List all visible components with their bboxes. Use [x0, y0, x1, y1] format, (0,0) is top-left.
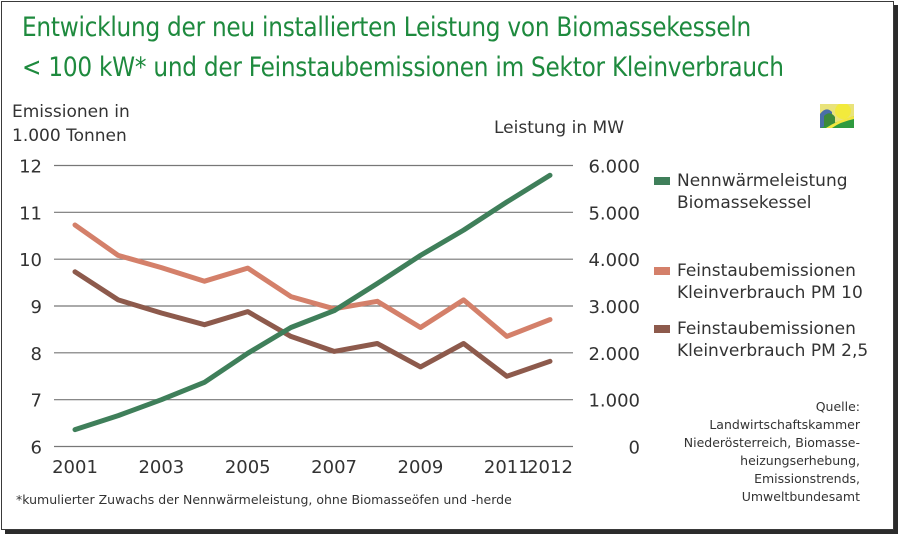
- right-axis-tick-label: 6.000: [588, 157, 640, 178]
- left-axis-tick-label: 8: [31, 344, 42, 365]
- legend-label: Feinstaubemissionen Kleinverbrauch PM 2,…: [677, 319, 869, 361]
- left-axis-tick-label: 11: [19, 203, 42, 224]
- legend-swatch-brown: [654, 325, 670, 333]
- x-axis-tick-label: 2003: [138, 457, 184, 478]
- right-axis-tick-label: 2.000: [588, 344, 640, 365]
- legend-swatch-orange: [654, 267, 670, 275]
- right-axis-tick-label: 0: [629, 438, 640, 459]
- landscape-logo-icon: [820, 104, 854, 128]
- right-axis-tick-label: 4.000: [588, 250, 640, 271]
- x-axis-tick-label: 2011: [484, 457, 530, 478]
- x-axis-tick-label: 2007: [311, 457, 357, 478]
- chart-title: Entwicklung der neu installierten Leistu…: [22, 8, 784, 88]
- x-axis-tick-label: 2005: [225, 457, 271, 478]
- left-axis-tick-label: 7: [31, 391, 42, 412]
- chart-title-line-2: < 100 kW* und der Feinstaubemissionen im…: [22, 52, 784, 83]
- legend-label: Feinstaubemissionen Kleinverbrauch PM 10: [677, 261, 863, 303]
- x-axis-tick-label: 2012: [527, 457, 573, 478]
- right-axis-title: Leistung in MW: [494, 118, 624, 138]
- chart-title-line-1: Entwicklung der neu installierten Leistu…: [22, 12, 752, 43]
- left-axis-tick-label: 9: [31, 297, 42, 318]
- legend-label: Nennwärmeleistung Biomassekessel: [677, 171, 848, 213]
- left-axis-title: Emissionen in 1.000 Tonnen: [12, 102, 130, 146]
- right-axis-tick-label: 3.000: [588, 297, 640, 318]
- x-axis-tick-label: 2001: [52, 457, 98, 478]
- source-note: Quelle: Landwirtschaftskammer Niederöste…: [683, 399, 860, 504]
- legend-swatch-green: [654, 177, 670, 185]
- right-axis-tick-label: 5.000: [588, 203, 640, 224]
- series-line-pm10: [72, 222, 553, 339]
- series-line-nennwaermeleistung: [72, 172, 553, 433]
- left-axis-tick-label: 10: [19, 250, 42, 271]
- footnote: *kumulierter Zuwachs der Nennwärmeleistu…: [16, 492, 512, 507]
- x-axis-tick-label: 2009: [398, 457, 444, 478]
- left-axis-tick-label: 12: [19, 157, 42, 178]
- right-axis-tick-label: 1.000: [588, 391, 640, 412]
- series-line-pm25: [72, 269, 553, 379]
- left-axis-tick-label: 6: [31, 438, 42, 459]
